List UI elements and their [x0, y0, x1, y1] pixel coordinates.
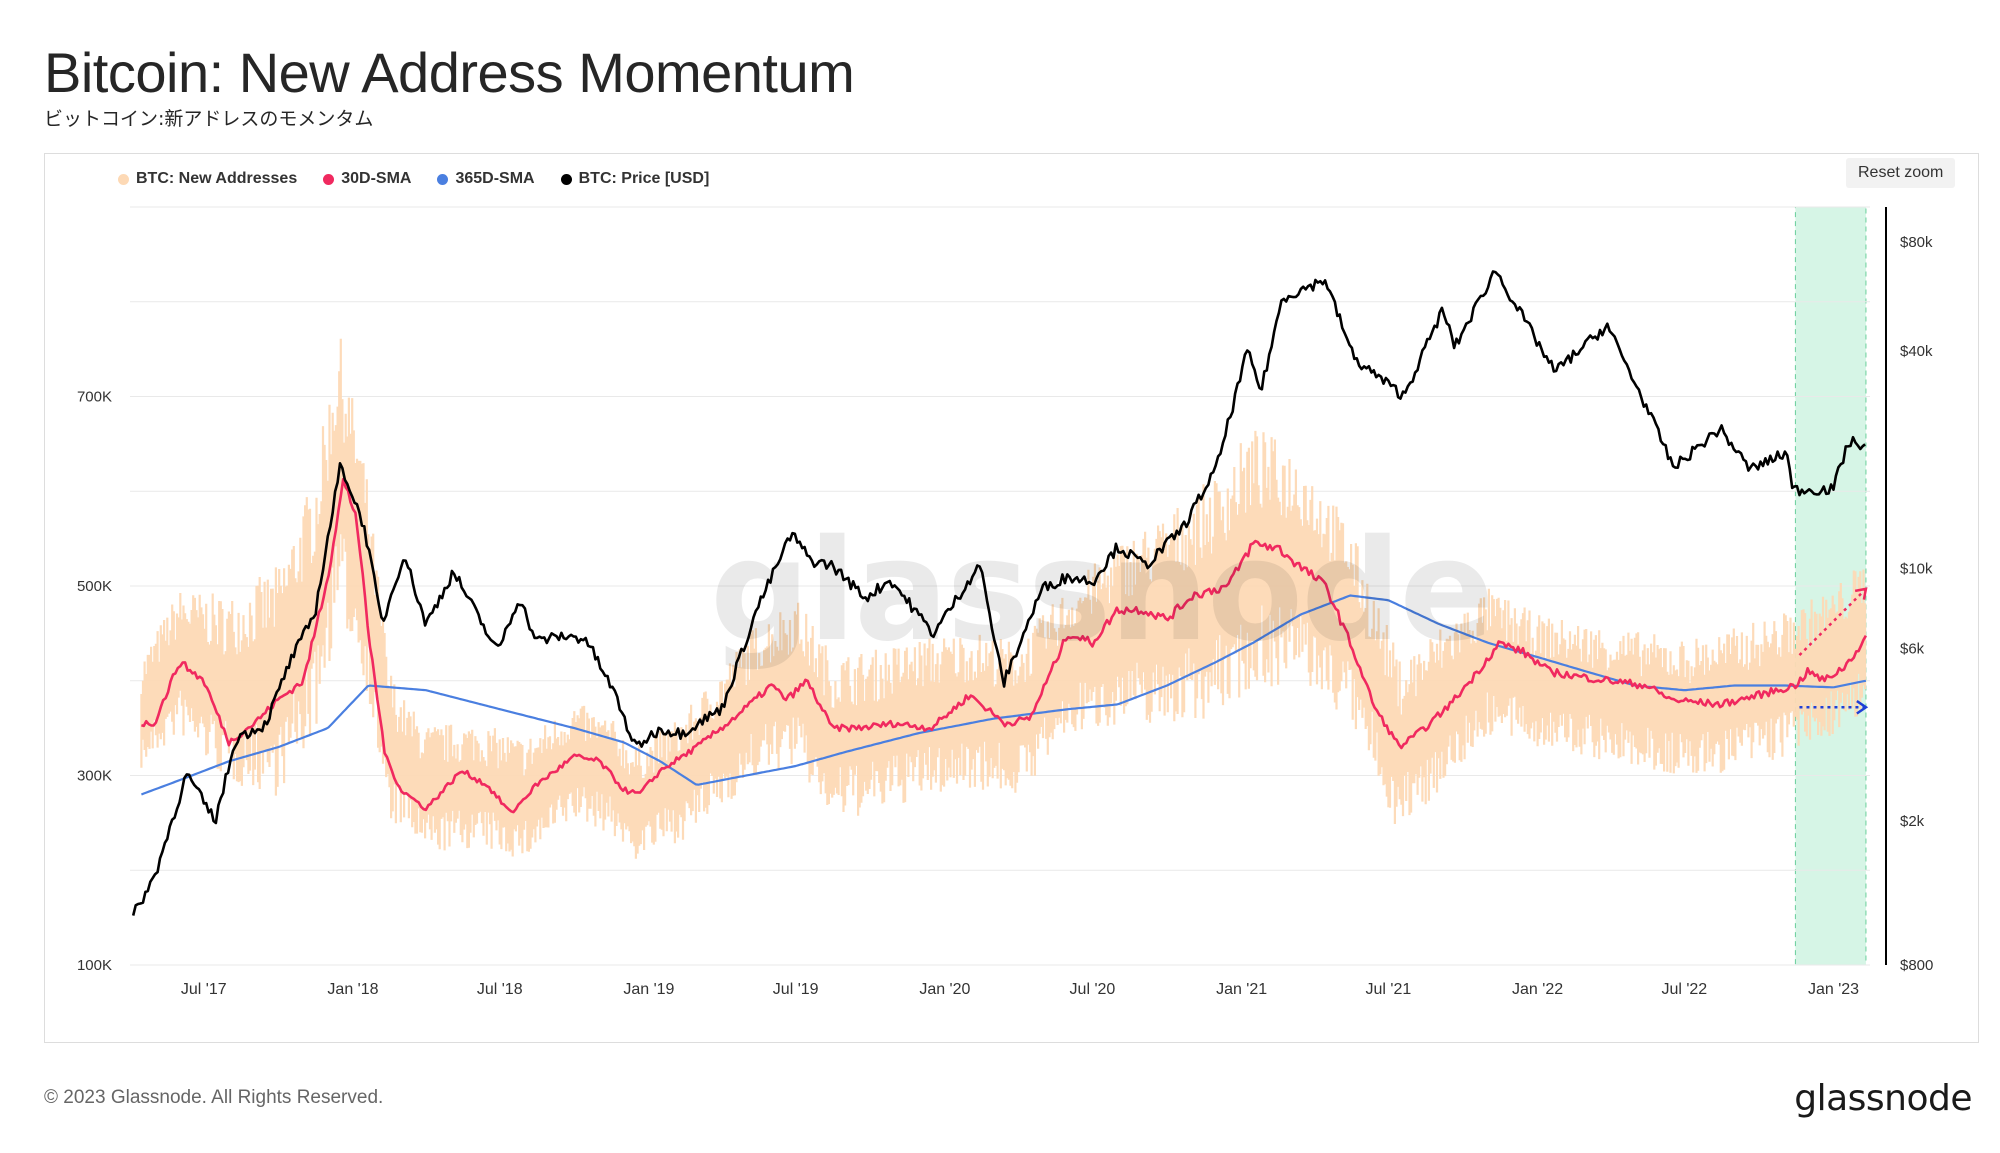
legend-marker-new-addresses	[118, 173, 129, 185]
chart-frame	[44, 153, 1979, 1043]
legend-marker-30d-sma	[323, 173, 335, 185]
legend-item-365d-sma[interactable]: 365D-SMA	[437, 170, 535, 188]
y-left-tick-label: 500K	[77, 578, 112, 595]
legend-label-new-addresses: BTC: New Addresses	[136, 170, 298, 187]
annotation-arrow-head	[1854, 587, 1868, 600]
annotation-arrow-line	[1798, 587, 1867, 657]
y-right-tick-label: $10k	[1900, 560, 1933, 577]
x-tick-label: Jan '22	[1512, 981, 1563, 998]
x-tick-label: Jul '18	[477, 981, 523, 998]
x-tick-label: Jul '21	[1366, 981, 1412, 998]
x-tick-label: Jul '22	[1661, 981, 1707, 998]
y-right-tick-label: $800	[1900, 957, 1933, 974]
legend-marker-365d-sma	[437, 173, 449, 185]
legend-label-30d-sma: 30D-SMA	[341, 170, 412, 187]
copyright-text: © 2023 Glassnode. All Rights Reserved.	[44, 1087, 384, 1108]
y-right-tick-label: $40k	[1900, 343, 1933, 360]
x-tick-label: Jan '18	[327, 981, 378, 998]
y-left-tick-label: 300K	[77, 768, 112, 785]
page-subtitle: ビットコイン:新アドレスのモメンタム	[44, 108, 374, 130]
legend-item-new-addresses[interactable]: BTC: New Addresses	[118, 170, 297, 188]
x-tick-label: Jul '17	[181, 981, 227, 998]
y-right-tick-label: $80k	[1900, 234, 1933, 251]
series-new-addresses-band	[140, 338, 1867, 859]
legend-label-365d-sma: 365D-SMA	[455, 170, 535, 187]
legend: BTC: New Addresses 30D-SMA 365D-SMA BTC:…	[118, 170, 709, 188]
y-left-tick-label: 100K	[77, 957, 112, 974]
series-365d-sma-line	[140, 594, 1867, 796]
x-tick-label: Jul '19	[773, 981, 819, 998]
x-tick-label: Jan '20	[919, 981, 970, 998]
y-left-tick-label: 700K	[77, 389, 112, 406]
x-tick-label: Jan '21	[1216, 981, 1267, 998]
y-right-tick-label: $6k	[1900, 641, 1925, 658]
series-30d-sma-line	[141, 477, 1868, 814]
x-tick-label: Jul '20	[1070, 981, 1116, 998]
x-tick-label: Jan '23	[1808, 981, 1859, 998]
legend-label-btc-price: BTC: Price [USD]	[578, 170, 710, 187]
legend-item-btc-price[interactable]: BTC: Price [USD]	[560, 170, 710, 188]
annotation-arrow-head	[1856, 700, 1869, 715]
page-title: Bitcoin: New Address Momentum	[44, 41, 855, 104]
x-tick-label: Jan '19	[623, 981, 674, 998]
legend-item-30d-sma[interactable]: 30D-SMA	[323, 170, 411, 188]
y-right-tick-label: $2k	[1900, 813, 1925, 830]
reset-zoom-button[interactable]: Reset zoom	[1846, 158, 1956, 188]
series-btc-price-line	[131, 270, 1866, 916]
legend-marker-btc-price	[560, 173, 572, 185]
brand-logo: glassnode	[1794, 1078, 1972, 1119]
